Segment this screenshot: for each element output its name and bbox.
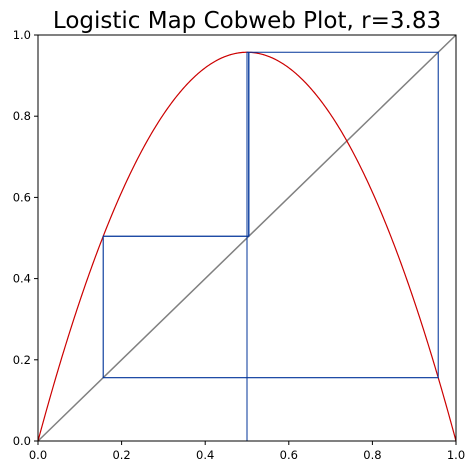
x-tick-label: 0.8 — [363, 448, 381, 462]
x-axis-ticks: 0.0 0.2 0.4 0.6 0.8 1.0 — [29, 441, 465, 462]
cobweb-layer — [102, 51, 439, 441]
x-tick-label: 1.0 — [447, 448, 465, 462]
y-tick-label: 0.6 — [13, 190, 31, 204]
plot-area — [37, 34, 457, 442]
y-axis-ticks: 0.0 0.2 0.4 0.6 0.8 1.0 — [13, 28, 38, 448]
y-tick-label: 0.0 — [13, 434, 31, 448]
cobweb-path — [102, 51, 439, 441]
x-tick-label: 0.4 — [196, 448, 214, 462]
x-tick-label: 0.0 — [29, 448, 47, 462]
x-tick-label: 0.2 — [112, 448, 130, 462]
x-tick-label: 0.6 — [280, 448, 298, 462]
y-tick-label: 0.8 — [13, 109, 31, 123]
y-tick-label: 0.4 — [13, 272, 31, 286]
chart-title: Logistic Map Cobweb Plot, r=3.83 — [53, 8, 441, 34]
y-tick-label: 0.2 — [13, 353, 31, 367]
axes-frame — [37, 34, 457, 442]
y-tick-label: 1.0 — [13, 28, 31, 42]
